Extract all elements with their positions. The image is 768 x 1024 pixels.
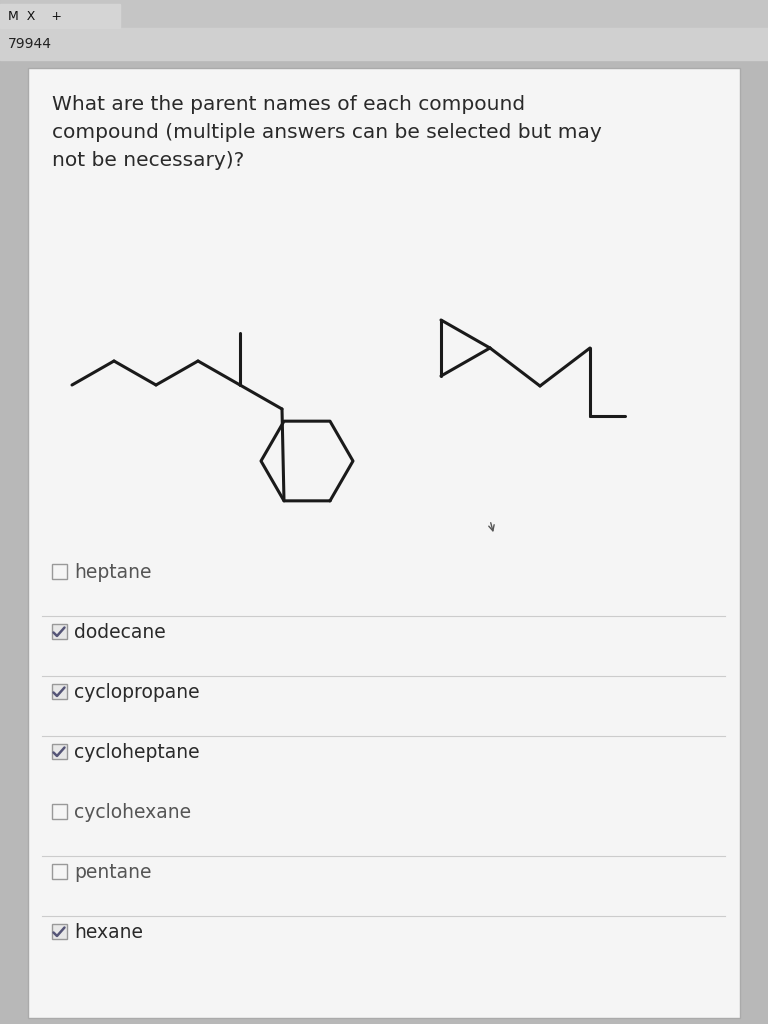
- Text: cyclohexane: cyclohexane: [74, 804, 191, 822]
- Bar: [52, 924, 67, 939]
- Text: pentane: pentane: [74, 863, 151, 883]
- Text: compound (multiple answers can be selected but may: compound (multiple answers can be select…: [52, 123, 602, 142]
- Bar: [52, 683, 67, 698]
- Text: What are the parent names of each compound: What are the parent names of each compou…: [52, 95, 525, 114]
- Bar: [0, 28, 768, 60]
- Text: heptane: heptane: [74, 563, 151, 583]
- Bar: [52, 743, 67, 759]
- Text: cycloheptane: cycloheptane: [74, 743, 200, 763]
- Bar: [52, 804, 67, 818]
- Bar: [0, 0, 768, 28]
- Text: 79944: 79944: [8, 37, 52, 51]
- Bar: [52, 863, 67, 879]
- Text: not be necessary)?: not be necessary)?: [52, 151, 244, 170]
- Text: M  X    +: M X +: [8, 9, 62, 23]
- Text: dodecane: dodecane: [74, 624, 166, 642]
- Bar: [0, 4, 120, 28]
- FancyBboxPatch shape: [28, 68, 740, 1018]
- Text: hexane: hexane: [74, 924, 143, 942]
- Text: cyclopropane: cyclopropane: [74, 683, 200, 702]
- Bar: [52, 563, 67, 579]
- Bar: [52, 624, 67, 639]
